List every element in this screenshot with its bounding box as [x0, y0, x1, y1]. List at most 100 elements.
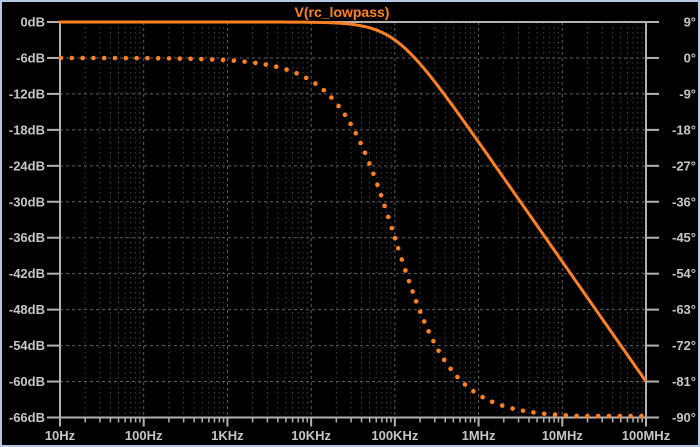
- phase-dot: [336, 103, 341, 109]
- phase-dot: [431, 338, 436, 344]
- phase-dot: [367, 161, 372, 166]
- phase-dot: [385, 214, 391, 220]
- phase-dot: [199, 56, 204, 62]
- phase-dot: [231, 58, 237, 63]
- phase-dot: [313, 81, 318, 86]
- y-right-tick-label: -9°: [679, 86, 696, 101]
- phase-dot: [166, 56, 172, 61]
- phase-trace-dotted: [58, 55, 644, 419]
- y-left-tick-label: -60dB: [9, 374, 45, 389]
- phase-dot: [358, 140, 363, 146]
- y-left-tick-label: -24dB: [9, 158, 45, 173]
- y-left-tick-label: -36dB: [9, 230, 45, 245]
- y-right-tick-label: -18°: [672, 122, 696, 137]
- y-left-tick-label: -6dB: [16, 50, 45, 65]
- y-axis-left-labels: 0dB -6dB -12dB -18dB -24dB -30dB -36dB -42dB -48…: [9, 15, 45, 426]
- axis-tick-marks: [47, 21, 659, 427]
- phase-dot: [489, 399, 495, 405]
- phase-dot: [348, 121, 353, 127]
- phase-dot: [273, 64, 279, 69]
- phase-dot: [606, 413, 612, 419]
- phase-dot: [389, 225, 395, 231]
- phase-dot: [563, 413, 569, 418]
- phase-dot: [329, 95, 334, 100]
- x-tick-label: 100MHz: [622, 428, 671, 443]
- phase-dot: [617, 413, 623, 419]
- phase-dot: [520, 408, 526, 414]
- phase-dot: [177, 56, 183, 61]
- phase-dot: [69, 55, 75, 61]
- y-right-tick-label: -63°: [672, 302, 696, 317]
- phase-dot: [448, 366, 453, 372]
- y-left-tick-label: -66dB: [9, 410, 45, 425]
- phase-dot: [462, 382, 468, 387]
- phase-dot: [585, 413, 590, 419]
- y-left-tick-label: -12dB: [9, 86, 45, 101]
- phase-dot: [410, 289, 415, 294]
- y-left-tick-label: 0dB: [20, 15, 45, 30]
- phase-dot: [321, 87, 327, 93]
- phase-dot: [362, 150, 368, 156]
- x-tick-label: 10MHz: [542, 428, 584, 443]
- x-tick-label: 100KHz: [371, 428, 418, 443]
- phase-dot: [209, 57, 215, 62]
- phase-dot: [134, 55, 139, 61]
- phase-dot: [253, 60, 258, 66]
- phase-dot: [303, 75, 309, 81]
- grid-minor-lines: [84, 22, 643, 418]
- y-right-tick-label: 9°: [684, 15, 696, 30]
- phase-dot: [499, 403, 505, 408]
- phase-dot: [480, 394, 485, 400]
- phase-dot: [552, 412, 558, 418]
- y-left-tick-label: -42dB: [9, 266, 45, 281]
- phase-dot: [220, 57, 226, 63]
- phase-dot: [471, 388, 476, 394]
- phase-dot: [378, 192, 384, 198]
- phase-dot: [80, 55, 85, 61]
- x-tick-label: 10Hz: [45, 428, 76, 443]
- y-right-tick-label: -45°: [672, 230, 696, 245]
- y-axis-right-labels: 9° 0° -9° -18° -27° -36° -45° -54° -63° -72° -81° -…: [672, 15, 696, 426]
- phase-dot: [403, 268, 408, 273]
- phase-dot: [628, 413, 633, 419]
- phase-dot: [417, 309, 423, 315]
- plot-area[interactable]: [59, 21, 647, 419]
- phase-dot: [294, 70, 299, 76]
- phase-dot: [510, 406, 515, 411]
- phase-dot: [101, 55, 107, 61]
- phase-dot: [375, 182, 380, 188]
- y-right-tick-label: 0°: [684, 50, 696, 65]
- phase-dot: [595, 413, 601, 419]
- phase-dot: [406, 278, 412, 284]
- phase-dot: [426, 329, 431, 334]
- phase-dot: [371, 171, 376, 177]
- x-tick-label: 100Hz: [125, 428, 163, 443]
- phase-dot: [392, 235, 398, 241]
- phase-dot: [242, 59, 247, 64]
- phase-dot: [436, 348, 441, 354]
- phase-dot: [145, 55, 150, 61]
- phase-dot: [455, 374, 460, 380]
- phase-dot: [441, 357, 447, 363]
- phase-dot: [188, 56, 193, 62]
- phase-dot: [342, 112, 348, 118]
- phase-dot: [58, 55, 64, 61]
- phase-dot: [123, 55, 129, 61]
- y-left-tick-label: -54dB: [9, 338, 45, 353]
- phase-dot: [353, 130, 359, 136]
- x-tick-label: 1MHz: [462, 428, 496, 443]
- phase-dot: [413, 299, 419, 304]
- phase-dot: [531, 410, 536, 415]
- y-right-tick-label: -81°: [672, 374, 696, 389]
- phase-dot: [395, 245, 401, 251]
- phase-dot: [399, 257, 405, 262]
- phase-dot: [541, 411, 547, 417]
- y-right-tick-label: -54°: [672, 266, 696, 281]
- y-left-tick-label: -48dB: [9, 302, 45, 317]
- y-right-tick-label: -72°: [672, 338, 696, 353]
- grid-major-lines: [60, 22, 646, 418]
- trace-name-label[interactable]: V(rc_lowpass): [295, 4, 390, 20]
- phase-dot: [155, 56, 161, 61]
